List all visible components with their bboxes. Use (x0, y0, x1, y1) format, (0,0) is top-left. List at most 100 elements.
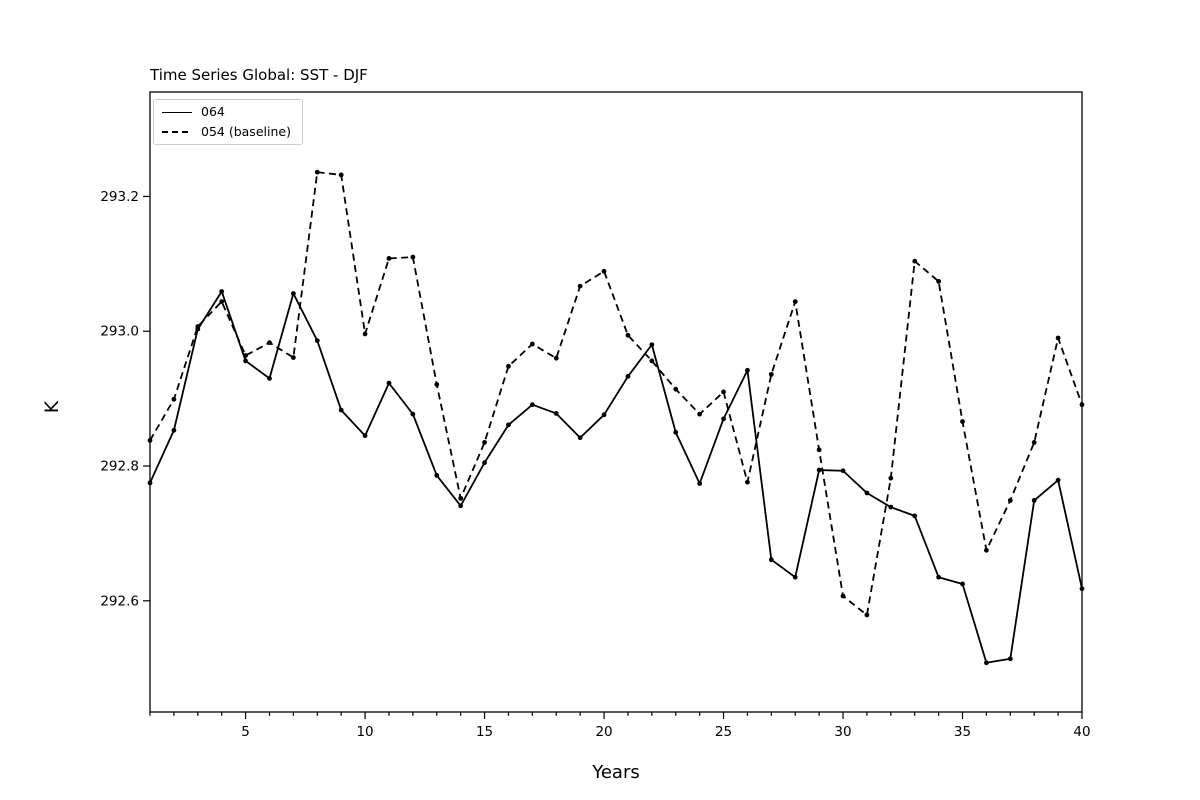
data-point-marker (506, 422, 511, 428)
data-point-marker (792, 574, 798, 580)
data-point-marker (960, 419, 965, 424)
data-point-marker (697, 411, 703, 417)
data-point-marker (243, 358, 248, 364)
series-064 (147, 289, 1085, 666)
data-point-marker (529, 402, 535, 408)
y-axis-ticks: 292.6 292.8 293.0 293.2 (100, 189, 150, 609)
x-tick-label: 40 (1073, 724, 1090, 740)
y-tick-label: 293.0 (100, 324, 139, 340)
data-point-marker (792, 299, 798, 304)
data-point-marker (601, 268, 607, 274)
dashed-line-sample (162, 131, 192, 133)
data-point-marker (768, 371, 774, 377)
series-line (149, 290, 1083, 664)
data-point-marker (601, 412, 607, 418)
series-line (149, 171, 1083, 616)
data-point-marker (267, 376, 272, 381)
data-point-marker (506, 363, 511, 369)
data-point-marker (673, 386, 679, 392)
data-point-marker (912, 513, 918, 519)
data-point-marker (553, 355, 559, 361)
data-point-marker (768, 557, 774, 563)
x-tick-label: 30 (834, 724, 851, 740)
data-point-marker (267, 340, 272, 346)
data-point-marker (888, 504, 894, 510)
data-point-marker (936, 574, 942, 580)
data-point-marker (1007, 656, 1013, 662)
y-tick-label: 292.6 (100, 593, 139, 609)
data-point-marker (1079, 586, 1085, 592)
data-point-marker (553, 411, 559, 416)
data-point-marker (482, 460, 487, 466)
data-point-marker (1007, 497, 1013, 503)
data-point-marker (1055, 477, 1061, 483)
data-point-marker (410, 254, 416, 260)
legend-entry-064: 064 (162, 105, 294, 120)
data-point-marker (529, 341, 535, 347)
data-point-marker (290, 291, 296, 296)
data-point-marker (984, 547, 989, 553)
data-point-marker (434, 473, 440, 478)
data-point-marker (649, 358, 655, 364)
data-point-marker (338, 407, 344, 413)
data-point-marker (816, 467, 822, 473)
data-point-marker (864, 612, 870, 618)
data-point-marker (458, 495, 464, 501)
data-point-marker (697, 481, 703, 486)
data-point-marker (649, 342, 655, 348)
data-point-marker (721, 416, 726, 422)
data-point-marker (147, 438, 153, 443)
data-point-marker (577, 283, 583, 289)
y-axis-label: K (41, 400, 64, 414)
y-tick-label: 293.2 (100, 189, 139, 205)
data-point-marker (1079, 402, 1085, 408)
x-axis-label: Years (592, 762, 640, 783)
data-point-marker (912, 258, 918, 264)
data-point-marker (577, 435, 583, 441)
solid-line-sample (162, 111, 192, 113)
data-point-marker (840, 593, 846, 599)
x-tick-label: 25 (715, 724, 732, 740)
data-point-marker (888, 475, 894, 481)
chart-title: Time Series Global: SST - DJF (150, 66, 368, 84)
data-point-marker (458, 503, 464, 509)
data-point-marker (386, 256, 392, 261)
data-point-marker (936, 278, 942, 284)
data-point-marker (1031, 497, 1037, 503)
x-tick-label: 20 (595, 724, 612, 740)
data-point-marker (625, 373, 631, 379)
x-tick-label: 35 (954, 724, 971, 740)
legend-label: 064 (201, 103, 225, 119)
data-point-marker (171, 396, 177, 402)
data-point-marker (171, 427, 177, 433)
data-point-marker (219, 299, 225, 304)
data-point-marker (314, 338, 320, 344)
data-point-marker (290, 355, 296, 360)
data-point-marker (482, 440, 487, 445)
data-point-marker (410, 411, 416, 417)
x-tick-label: 10 (356, 724, 373, 740)
data-point-marker (219, 289, 225, 294)
axes-frame (149, 91, 1083, 713)
legend: 064 054 (baseline) (153, 99, 303, 145)
data-point-marker (1031, 440, 1037, 445)
series-054-baseline- (147, 169, 1085, 618)
data-point-marker (625, 332, 631, 338)
data-point-marker (1055, 335, 1061, 341)
legend-label: 054 (baseline) (201, 123, 291, 139)
data-point-marker (816, 447, 822, 453)
data-point-marker (362, 433, 368, 439)
data-point-marker (840, 468, 846, 474)
data-point-marker (362, 331, 368, 337)
y-tick-label: 292.8 (100, 459, 139, 475)
legend-entry-054: 054 (baseline) (162, 125, 294, 140)
x-tick-label: 5 (241, 724, 250, 740)
x-tick-label: 15 (476, 724, 493, 740)
data-point-marker (386, 380, 392, 386)
data-point-marker (673, 429, 679, 435)
data-point-marker (434, 382, 440, 387)
x-axis-ticks: 5 10 15 20 25 30 35 40 (149, 712, 1091, 740)
data-point-marker (960, 581, 965, 587)
